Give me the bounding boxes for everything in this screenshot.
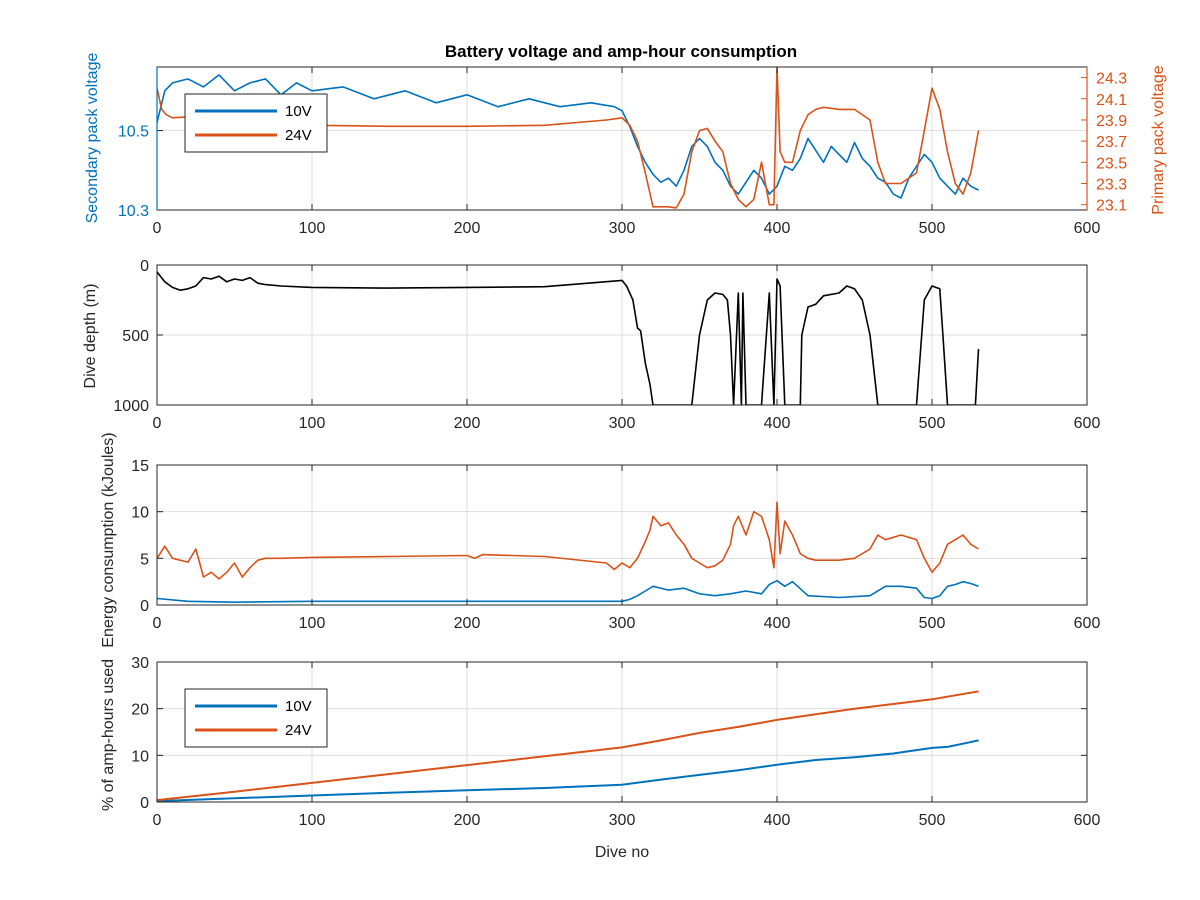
y-tick-label: 1000: [113, 398, 149, 415]
y-axis-label: Secondary pack voltage: [84, 53, 101, 224]
x-tick-label: 200: [454, 415, 481, 432]
x-tick-label: 600: [1074, 415, 1101, 432]
x-tick-label: 400: [764, 812, 791, 829]
y-tick-label: 30: [131, 655, 149, 672]
x-tick-label: 400: [764, 220, 791, 237]
legend-label-10v: 10V: [285, 103, 312, 120]
legend-box: [184, 688, 328, 748]
x-tick-label: 600: [1074, 220, 1101, 237]
right-y-tick-label: 24.3: [1096, 71, 1127, 88]
right-y-axis-label: Primary pack voltage: [1150, 65, 1167, 214]
right-y-tick-label: 24.1: [1096, 92, 1127, 109]
subplot-amphours: 0 100 200 300 400 500 600 0 10 20 30 % of amp-hours…: [100, 655, 1100, 861]
x-tick-label: 500: [919, 812, 946, 829]
x-tick-label: 500: [919, 415, 946, 432]
x-tick-label: 0: [153, 812, 162, 829]
y-tick-label: 10: [131, 748, 149, 765]
x-tick-label: 100: [299, 812, 326, 829]
x-tick-label: 300: [609, 415, 636, 432]
x-axis-label: Dive no: [595, 844, 649, 861]
y-axis-label: % of amp-hours used: [100, 659, 117, 811]
x-tick-label: 200: [454, 220, 481, 237]
x-tick-label: 400: [764, 415, 791, 432]
subplots: 0 100 200 300 400 500 60010.310.523.123.323.52…: [82, 53, 1167, 861]
y-tick-label: 15: [131, 458, 149, 475]
x-tick-label: 600: [1074, 615, 1101, 632]
x-tick-label: 100: [299, 615, 326, 632]
subplot-depth: 0 100 200 300 400 500 600 0 500 1000 Dive depth (m…: [82, 258, 1100, 432]
x-tick-label: 600: [1074, 812, 1101, 829]
x-tick-label: 200: [454, 615, 481, 632]
legend-box: [184, 93, 328, 153]
series-line-10v: [157, 739, 979, 802]
legend-label-24v: 24V: [285, 722, 312, 739]
series-line-depth: [157, 271, 980, 405]
subplot-energy: 0 100 200 300 400 500 600 0 5 10 15 Energy consumpt…: [100, 432, 1100, 647]
subplot-voltage: 0 100 200 300 400 500 600 10.3 10.5 23.1 23.3 23.5 2…: [84, 53, 1167, 237]
x-tick-label: 0: [153, 615, 162, 632]
x-tick-label: 200: [454, 812, 481, 829]
right-y-tick-label: 23.7: [1096, 134, 1127, 151]
right-y-tick-label: 23.9: [1096, 113, 1127, 130]
y-tick-label: 5: [140, 551, 149, 568]
x-tick-label: 100: [299, 415, 326, 432]
x-tick-label: 400: [764, 615, 791, 632]
x-tick-label: 300: [609, 615, 636, 632]
x-tick-label: 300: [609, 812, 636, 829]
y-axis-label: Energy consumption (kJoules): [100, 432, 117, 647]
x-tick-label: 100: [299, 220, 326, 237]
right-y-tick-label: 23.1: [1096, 198, 1127, 215]
y-tick-label: 0: [140, 258, 149, 275]
y-tick-label: 0: [140, 598, 149, 615]
y-tick-label: 10.5: [118, 124, 149, 141]
x-tick-label: 300: [609, 220, 636, 237]
y-tick-label: 10: [131, 505, 149, 522]
series-line-10v: [157, 74, 979, 199]
right-y-tick-label: 23.3: [1096, 177, 1127, 194]
series-line-24v: [157, 690, 979, 802]
figure-title: Battery voltage and amp-hour consumption: [445, 42, 797, 61]
y-tick-label: 500: [122, 328, 149, 345]
x-tick-label: 0: [153, 415, 162, 432]
series-line-10v: [157, 579, 979, 604]
right-y-tick-label: 23.5: [1096, 155, 1127, 172]
y-tick-label: 0: [140, 795, 149, 812]
legend-label-24v: 24V: [285, 127, 312, 144]
y-axis-label: Dive depth (m): [82, 284, 99, 389]
x-tick-label: 500: [919, 220, 946, 237]
y-tick-label: 10.3: [118, 203, 149, 220]
x-tick-label: 500: [919, 615, 946, 632]
series-line-24v: [157, 501, 979, 580]
series-line-24v: [157, 67, 980, 209]
y-tick-label: 20: [131, 702, 149, 719]
x-tick-label: 0: [153, 220, 162, 237]
legend-label-10v: 10V: [285, 698, 312, 715]
